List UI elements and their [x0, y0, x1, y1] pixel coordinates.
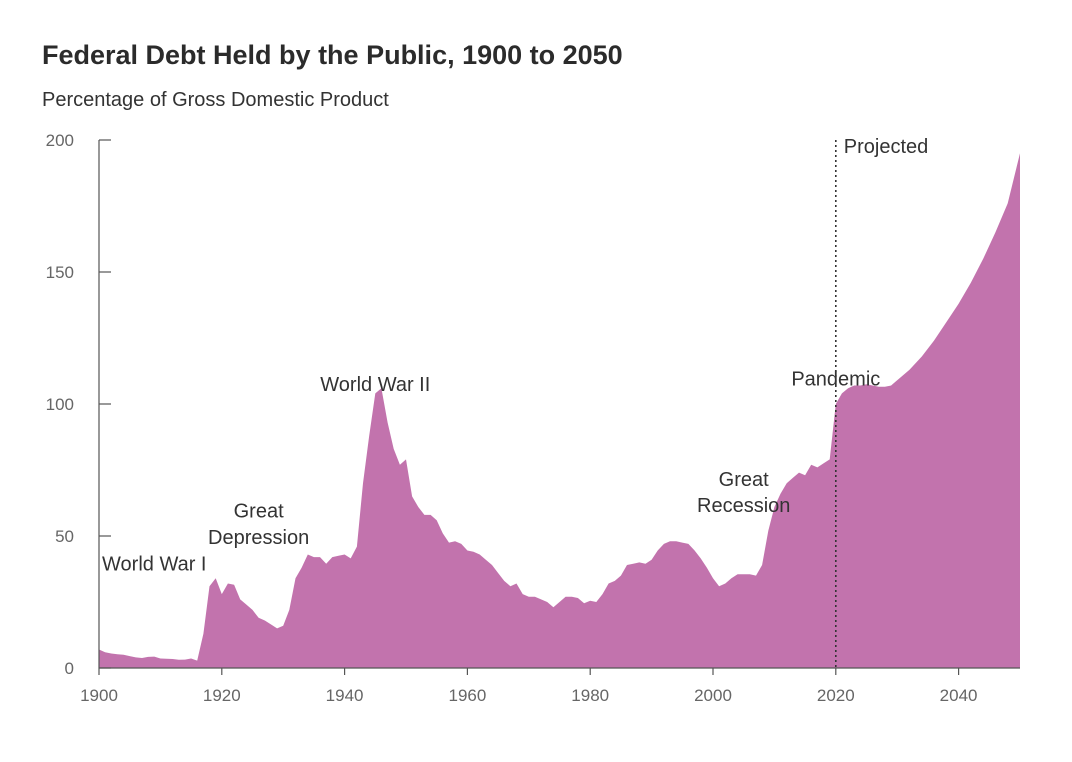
annotation-label: Recession [697, 495, 790, 517]
x-tick-label-1980: 1980 [571, 686, 609, 705]
annotation-label: World War I [102, 553, 206, 575]
annotation-label: World War II [320, 374, 430, 396]
x-tick-label-2040: 2040 [940, 686, 978, 705]
chart-subtitle: Percentage of Gross Domestic Product [42, 89, 389, 111]
x-tick-label-1900: 1900 [80, 686, 118, 705]
y-tick-label-50: 50 [55, 527, 74, 546]
x-tick-label-1960: 1960 [448, 686, 486, 705]
y-tick-label-150: 150 [46, 263, 74, 282]
x-tick-label-2000: 2000 [694, 686, 732, 705]
annotation-label: Projected [844, 136, 929, 158]
chart-title: Federal Debt Held by the Public, 1900 to… [42, 40, 623, 70]
x-tick-label-1920: 1920 [203, 686, 241, 705]
x-tick-label-1940: 1940 [326, 686, 364, 705]
annotation-label: Depression [208, 527, 309, 549]
y-tick-label-0: 0 [65, 659, 74, 678]
y-tick-label-100: 100 [46, 395, 74, 414]
debt-area [99, 153, 1020, 668]
annotation-label: Great [234, 501, 284, 523]
annotation-label: Pandemic [791, 369, 880, 391]
x-tick-label-2020: 2020 [817, 686, 855, 705]
y-tick-label-200: 200 [46, 131, 74, 150]
annotation-label: Great [719, 469, 769, 491]
